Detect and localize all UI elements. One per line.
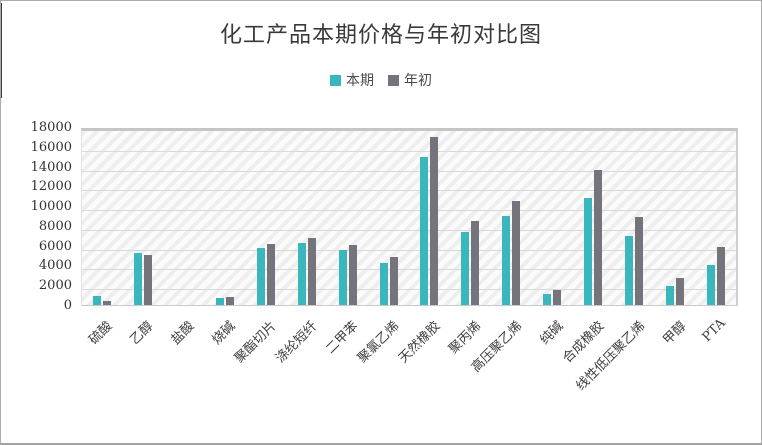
legend-item-current-period: 本期	[330, 70, 374, 90]
bar-group	[613, 131, 654, 305]
bar-group	[573, 131, 614, 305]
gridline	[82, 249, 736, 251]
gridline	[82, 210, 736, 212]
bar-current-period	[583, 198, 592, 305]
bar-year-start	[144, 254, 153, 305]
bar-year-start	[103, 301, 112, 305]
bar-current-period	[420, 156, 429, 305]
bar-year-start	[389, 256, 398, 305]
bar-year-start	[226, 297, 235, 305]
plot-area	[81, 128, 738, 306]
left-border-accent	[1, 3, 2, 98]
bar-current-period	[706, 265, 715, 305]
legend-label-current-period: 本期	[346, 72, 374, 88]
bar-group	[450, 131, 491, 305]
bar-year-start	[675, 278, 684, 305]
bar-year-start	[634, 217, 643, 305]
gridline	[82, 190, 736, 192]
bar-current-period	[379, 262, 388, 305]
legend: 本期 年初	[1, 70, 761, 90]
bar-current-period	[665, 286, 674, 305]
bar-current-period	[502, 216, 511, 305]
legend-label-year-start: 年初	[404, 72, 432, 88]
y-axis: 0 2000 4000 6000 8000 10000 12000 14000 16000 180…	[1, 120, 75, 313]
bar-year-start	[553, 290, 562, 305]
y-axis-tick-label: 2000	[38, 278, 72, 294]
y-axis-tick-label: 0	[63, 298, 72, 313]
bar-group	[491, 131, 532, 305]
gridline	[82, 229, 736, 231]
legend-item-year-start: 年初	[388, 70, 432, 90]
bar-groups	[82, 131, 736, 305]
bar-group	[246, 131, 287, 305]
y-axis-tick-label: 10000	[30, 199, 72, 215]
y-axis-tick-label: 8000	[38, 218, 72, 234]
bar-group	[368, 131, 409, 305]
bar-group	[532, 131, 573, 305]
y-axis-tick-label: 6000	[38, 238, 72, 254]
bar-year-start	[348, 244, 357, 305]
bar-group	[286, 131, 327, 305]
legend-swatch-year-start	[388, 74, 399, 86]
bar-year-start	[716, 246, 725, 305]
bar-current-period	[543, 294, 552, 305]
bar-year-start	[471, 220, 480, 305]
y-axis-tick-label: 18000	[30, 120, 72, 135]
y-axis-tick-label: 12000	[30, 179, 72, 195]
bar-group	[409, 131, 450, 305]
bar-current-period	[461, 231, 470, 305]
gridline	[82, 269, 736, 271]
bar-year-start	[512, 201, 521, 305]
bar-current-period	[134, 252, 143, 305]
bar-year-start	[307, 237, 316, 305]
y-axis-tick-label: 4000	[38, 258, 72, 274]
chart-title: 化工产品本期价格与年初对比图	[219, 22, 542, 47]
gridline	[82, 289, 736, 291]
bar-group	[327, 131, 368, 305]
bar-current-period	[216, 298, 225, 305]
bar-group	[82, 131, 123, 305]
bar-current-period	[624, 235, 633, 305]
x-axis: 硫酸 乙醇 盐酸 烧碱 聚酯切片 涤纶短纤 二甲苯 聚氯乙烯 天然橡胶 聚丙烯 高压聚乙烯 纯碱 合成橡…	[81, 308, 738, 438]
bar-group	[654, 131, 695, 305]
bar-current-period	[93, 296, 102, 305]
bar-group	[123, 131, 164, 305]
y-axis-tick-label: 16000	[30, 139, 72, 155]
y-axis-tick-label: 14000	[30, 159, 72, 175]
bar-current-period	[256, 247, 265, 305]
bar-current-period	[338, 249, 347, 305]
gridline	[82, 150, 736, 152]
bar-year-start	[266, 243, 275, 305]
bar-year-start	[430, 136, 439, 305]
bar-current-period	[297, 242, 306, 305]
legend-swatch-current-period	[330, 74, 341, 86]
gridline	[82, 170, 736, 172]
bar-year-start	[593, 169, 602, 305]
bar-group	[205, 131, 246, 305]
bar-group	[164, 131, 205, 305]
bar-group	[695, 131, 736, 305]
